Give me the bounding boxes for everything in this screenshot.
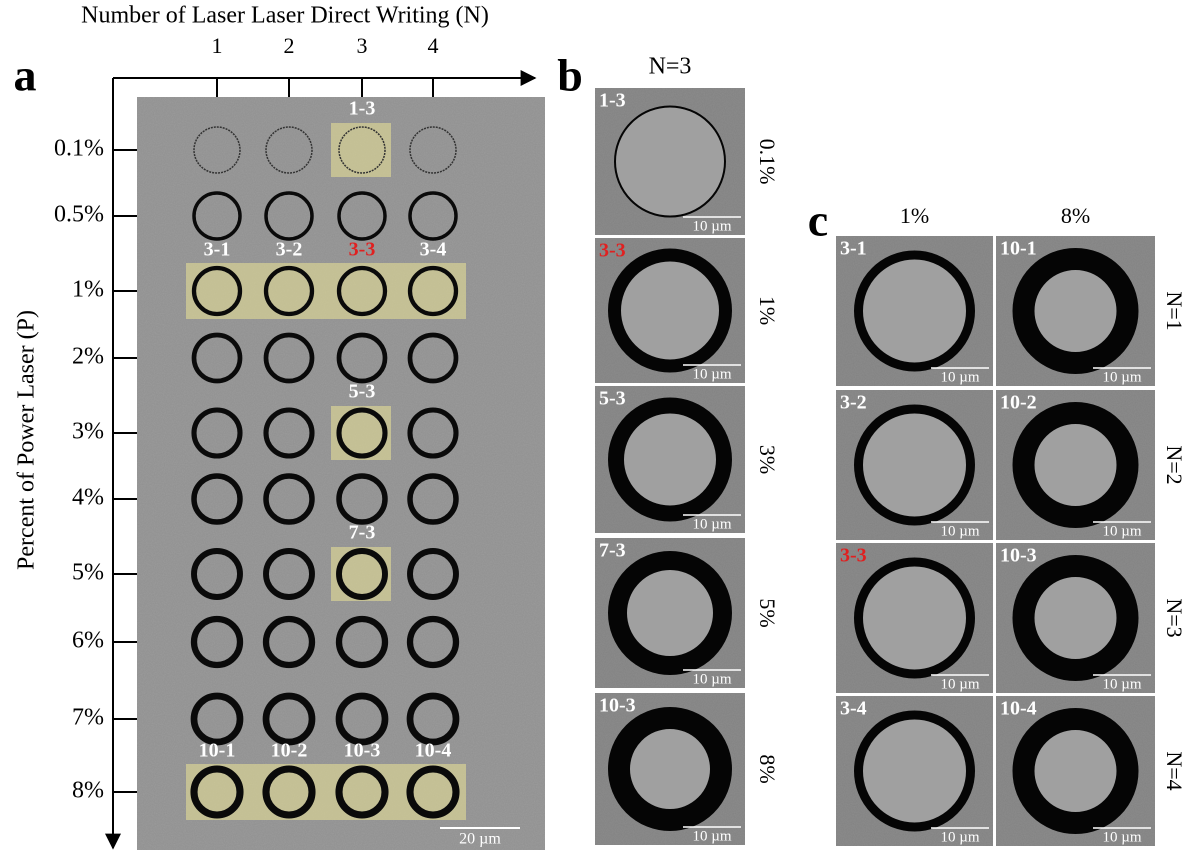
sample-tag: 10-4 <box>1000 698 1037 720</box>
ring <box>1024 566 1128 670</box>
scale-label: 10 µm <box>692 828 731 844</box>
row-label: N=2 <box>1162 445 1187 484</box>
sample-tag: 10-1 <box>199 740 236 762</box>
y-tick-label: 0.5% <box>54 202 104 228</box>
highlight <box>331 123 391 177</box>
row-label: N=3 <box>1162 598 1187 637</box>
ring <box>859 562 971 674</box>
scale-label: 10 µm <box>940 523 979 539</box>
ring <box>859 715 971 827</box>
power-label: 8% <box>755 754 780 783</box>
ring <box>1024 413 1128 517</box>
panel-letter: b <box>557 50 583 101</box>
x-tick-label: 3 <box>357 33 368 58</box>
panel-title: N=3 <box>649 54 692 80</box>
sample-tag: 7-3 <box>349 522 376 544</box>
y-tick-label: 4% <box>72 485 104 511</box>
ring <box>1024 259 1128 363</box>
ring <box>619 718 721 820</box>
sample-tag: 3-1 <box>204 239 231 261</box>
power-label: 0.1% <box>755 139 780 185</box>
sample-tag: 3-1 <box>840 238 867 260</box>
power-label: 5% <box>755 598 780 627</box>
scale-label: 10 µm <box>1102 676 1141 692</box>
x-tick-label: 4 <box>428 33 439 58</box>
y-tick-label: 1% <box>72 277 104 303</box>
sample-tag: 5-3 <box>599 388 626 410</box>
row-label: N=1 <box>1162 291 1187 330</box>
scale-label: 10 µm <box>1102 369 1141 385</box>
y-tick-label: 8% <box>72 778 104 804</box>
sample-tag: 10-4 <box>415 740 452 762</box>
ring <box>616 406 724 514</box>
sample-tag: 3-2 <box>840 392 867 414</box>
y-tick-label: 5% <box>72 560 104 586</box>
figure: Number of Laser Laser Direct Writing (N)… <box>0 0 1188 850</box>
power-label: 3% <box>755 445 780 474</box>
ring <box>618 561 723 666</box>
panel-letter: a <box>14 50 37 101</box>
sample-tag: 10-2 <box>1000 392 1037 414</box>
sample-tag: 10-2 <box>271 740 308 762</box>
panel-letter: c <box>808 195 828 246</box>
scale-label: 10 µm <box>692 671 731 687</box>
sample-tag: 10-1 <box>1000 238 1037 260</box>
y-tick-label: 0.1% <box>54 136 104 162</box>
scale-label: 10 µm <box>940 829 979 845</box>
y-tick-label: 2% <box>72 344 104 370</box>
sample-tag: 5-3 <box>349 381 376 403</box>
ring <box>615 107 725 217</box>
sample-tag: 10-3 <box>599 695 636 717</box>
y-tick-label: 7% <box>72 705 104 731</box>
sample-tag: 10-3 <box>344 740 381 762</box>
power-label: 1% <box>755 296 780 325</box>
sample-tag: 3-4 <box>840 698 867 720</box>
sample-tag: 3-3 <box>840 545 867 567</box>
scale-label: 10 µm <box>1102 523 1141 539</box>
x-tick-label: 1 <box>212 33 223 58</box>
x-axis-title: Number of Laser Laser Direct Writing (N) <box>81 3 489 29</box>
scale-label: 10 µm <box>940 676 979 692</box>
y-axis-title: Percent of Power Laser (P) <box>14 310 40 570</box>
sample-tag: 3-3 <box>349 239 376 261</box>
sample-tag: 1-3 <box>599 90 626 112</box>
sample-tag: 3-3 <box>599 240 626 262</box>
ring <box>859 255 971 367</box>
scale-label: 10 µm <box>692 366 731 382</box>
sample-tag: 7-3 <box>599 540 626 562</box>
scale-label: 10 µm <box>692 218 731 234</box>
scale-label: 10 µm <box>692 516 731 532</box>
y-tick-label: 6% <box>72 628 104 654</box>
sample-tag: 3-2 <box>276 239 303 261</box>
scale-label: 20 µm <box>459 831 501 848</box>
scale-label: 10 µm <box>1102 829 1141 845</box>
scale-label: 10 µm <box>940 369 979 385</box>
column-header: 1% <box>900 203 929 228</box>
y-tick-label: 3% <box>72 419 104 445</box>
sample-tag: 10-3 <box>1000 545 1037 567</box>
column-header: 8% <box>1061 203 1090 228</box>
row-label: N=4 <box>1162 751 1187 790</box>
sample-tag: 1-3 <box>349 98 376 120</box>
sample-tag: 3-4 <box>420 239 447 261</box>
ring <box>1024 719 1128 823</box>
x-tick-label: 2 <box>284 33 295 58</box>
ring <box>615 255 726 366</box>
ring <box>859 409 971 521</box>
